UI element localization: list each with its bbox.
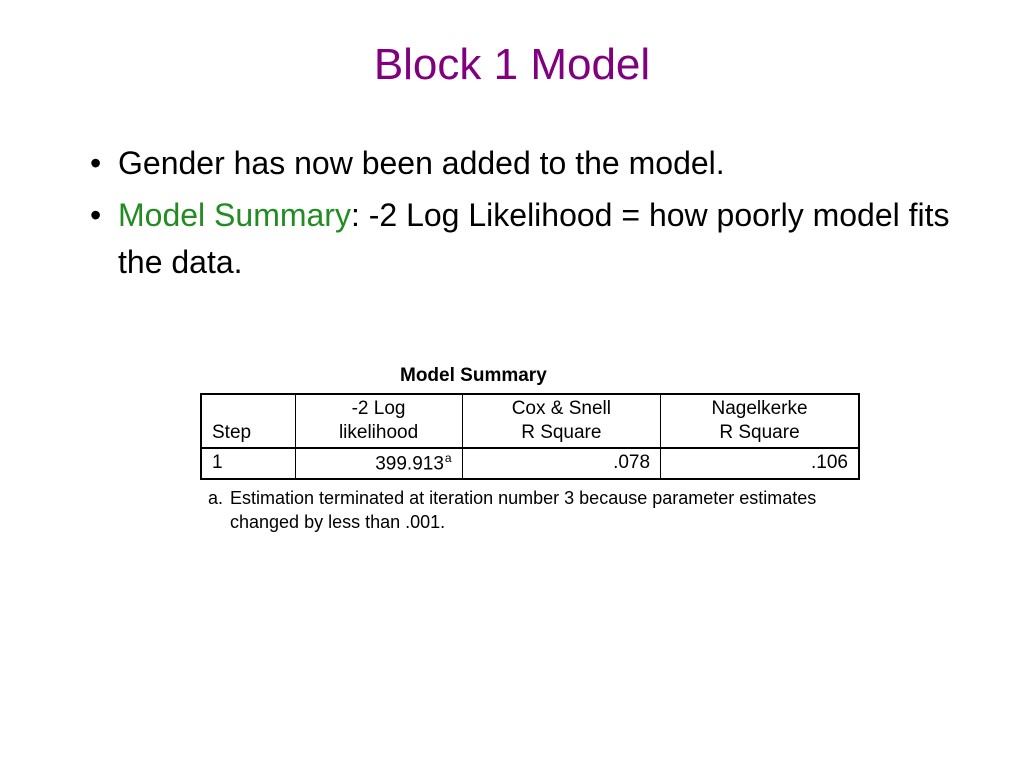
th-nagel: Nagelkerke R Square xyxy=(661,394,859,448)
model-summary-block: Model Summary Step -2 Log likelihood Cox… xyxy=(200,365,860,534)
footnote-text: Estimation terminated at iteration numbe… xyxy=(230,488,816,532)
page-title: Block 1 Model xyxy=(60,40,964,90)
cell-step: 1 xyxy=(201,448,295,479)
th-step: Step xyxy=(201,394,295,448)
bullet-text-1: Gender has now been added to the model. xyxy=(118,145,725,181)
bullet-list: Gender has now been added to the model. … xyxy=(60,140,964,285)
th-loglik: -2 Log likelihood xyxy=(295,394,462,448)
bullet-item-1: Gender has now been added to the model. xyxy=(90,140,964,186)
cell-cox: .078 xyxy=(462,448,660,479)
footnote-marker: a. xyxy=(208,486,223,510)
table-caption: Model Summary xyxy=(200,365,860,387)
bullet-highlight: Model Summary xyxy=(118,197,351,233)
cell-nagel: .106 xyxy=(661,448,859,479)
model-summary-table: Step -2 Log likelihood Cox & Snell R Squ… xyxy=(200,393,860,480)
bullet-item-2: Model Summary: -2 Log Likelihood = how p… xyxy=(90,192,964,285)
superscript-a: a xyxy=(445,451,452,465)
th-cox: Cox & Snell R Square xyxy=(462,394,660,448)
table-footnote: a. Estimation terminated at iteration nu… xyxy=(200,486,860,535)
table-header-row: Step -2 Log likelihood Cox & Snell R Squ… xyxy=(201,394,859,448)
cell-loglik: 399.913a xyxy=(295,448,462,479)
table-row: 1 399.913a .078 .106 xyxy=(201,448,859,479)
